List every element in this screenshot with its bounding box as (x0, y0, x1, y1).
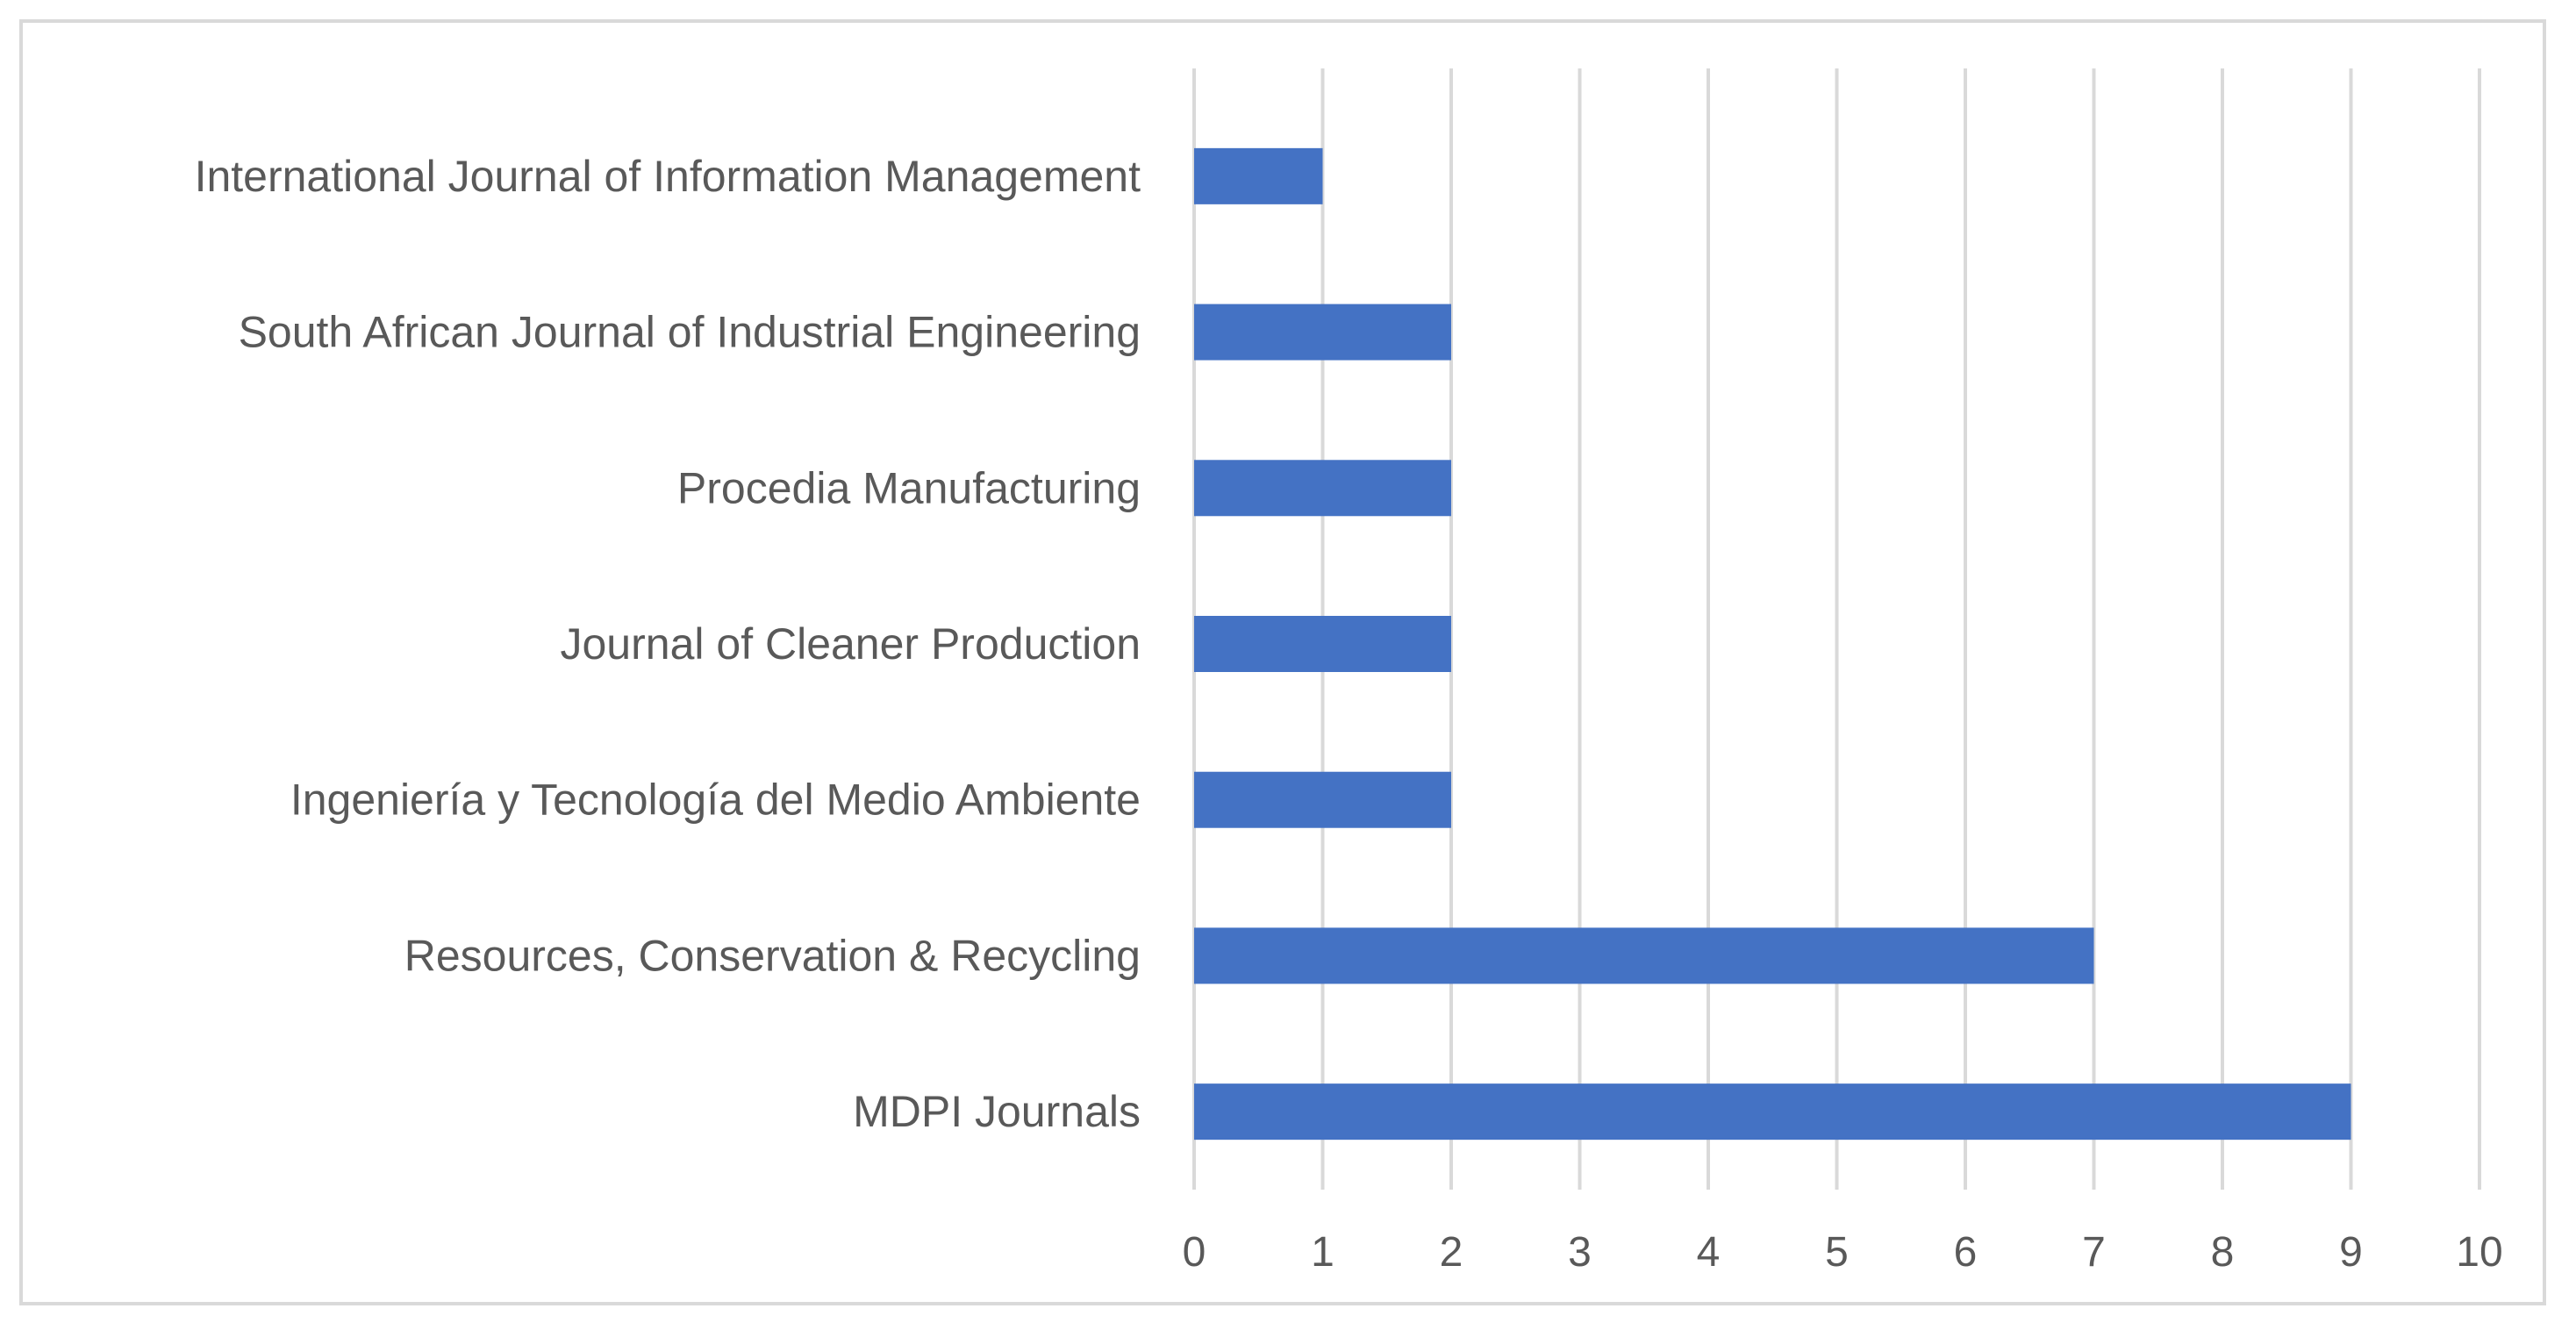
x-tick-label-4: 4 (1697, 1229, 1721, 1276)
bar-6 (1194, 1083, 2351, 1141)
bar-2 (1194, 460, 1451, 517)
x-axis-tick-labels: 0 1 2 3 4 5 6 7 8 9 10 (1183, 1229, 2503, 1276)
bar-4 (1194, 771, 1451, 828)
x-tick-label-3: 3 (1568, 1229, 1592, 1276)
category-label-5: Resources, Conservation & Recycling (404, 931, 1141, 980)
category-label-4: Ingeniería y Tecnología del Medio Ambien… (290, 776, 1141, 825)
bar-0 (1194, 147, 1323, 204)
category-label-6: MDPI Journals (853, 1087, 1141, 1136)
x-tick-label-6: 6 (1954, 1229, 1978, 1276)
x-tick-label-8: 8 (2211, 1229, 2235, 1276)
bar-3 (1194, 616, 1451, 672)
bar-1 (1194, 304, 1451, 361)
x-tick-label-7: 7 (2082, 1229, 2106, 1276)
category-label-3: Journal of Cleaner Production (561, 619, 1141, 669)
x-tick-label-1: 1 (1311, 1229, 1335, 1276)
x-tick-label-9: 9 (2339, 1229, 2363, 1276)
category-labels: International Journal of Information Man… (195, 152, 1141, 1136)
x-tick-label-2: 2 (1440, 1229, 1463, 1276)
gridlines (1192, 68, 2481, 1190)
category-label-1: South African Journal of Industrial Engi… (239, 308, 1141, 357)
bars (1194, 147, 2351, 1141)
category-label-0: International Journal of Information Man… (195, 152, 1141, 201)
category-label-2: Procedia Manufacturing (677, 463, 1141, 512)
x-tick-label-5: 5 (1825, 1229, 1849, 1276)
bar-5 (1194, 927, 2094, 984)
x-tick-label-0: 0 (1183, 1229, 1206, 1276)
x-tick-label-10: 10 (2456, 1229, 2502, 1276)
